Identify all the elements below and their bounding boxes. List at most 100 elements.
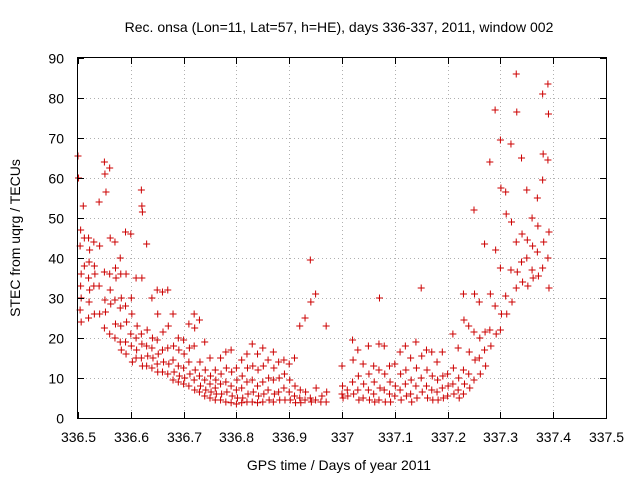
data-point (386, 390, 394, 398)
data-point (407, 376, 415, 384)
data-point (465, 348, 473, 356)
data-point (375, 396, 383, 404)
data-point (175, 346, 183, 354)
data-point (218, 390, 226, 398)
data-point (227, 346, 235, 354)
y-tick-label: 80 (48, 91, 64, 107)
data-point (291, 382, 299, 390)
data-point (386, 378, 394, 386)
data-point (523, 186, 531, 194)
data-point (318, 392, 326, 400)
data-point (106, 164, 114, 172)
data-point (529, 274, 537, 282)
data-point (465, 370, 473, 378)
data-point (185, 344, 193, 352)
data-point (545, 284, 553, 292)
x-tick-label: 337.5 (589, 429, 624, 445)
data-point (96, 310, 104, 318)
x-tick-label: 337.1 (378, 429, 413, 445)
data-point (196, 382, 204, 390)
data-point (117, 346, 125, 354)
data-point (285, 388, 293, 396)
data-point (149, 354, 157, 362)
data-point (407, 354, 415, 362)
data-point (122, 270, 130, 278)
data-point (164, 370, 172, 378)
data-point (201, 338, 209, 346)
data-point (376, 384, 384, 392)
data-point (349, 378, 357, 386)
data-point (116, 254, 124, 262)
data-point (169, 310, 177, 318)
data-point (365, 396, 373, 404)
data-point (338, 390, 346, 398)
data-point (539, 90, 547, 98)
data-point (137, 186, 145, 194)
data-point (396, 386, 404, 394)
data-point (354, 346, 362, 354)
data-point (349, 336, 357, 344)
data-point (481, 328, 489, 336)
data-point (434, 396, 442, 404)
data-point (254, 366, 262, 374)
data-point (339, 394, 347, 402)
data-point (486, 158, 494, 166)
data-point (275, 388, 283, 396)
y-tick-label: 60 (48, 171, 64, 187)
data-point (175, 372, 183, 380)
data-point (380, 386, 388, 394)
data-point (260, 390, 268, 398)
data-point (249, 388, 257, 396)
data-point (470, 206, 478, 214)
data-point (518, 230, 526, 238)
data-point (232, 400, 240, 408)
data-point (191, 386, 199, 394)
data-point (85, 258, 93, 266)
data-point (190, 342, 198, 350)
data-point (359, 394, 367, 402)
data-point (154, 350, 162, 358)
data-point (116, 304, 124, 312)
data-point (322, 398, 330, 406)
data-point (185, 320, 193, 328)
data-point (455, 394, 463, 402)
data-point (503, 310, 511, 318)
data-point (85, 234, 93, 242)
data-point (471, 290, 479, 298)
data-point (375, 294, 383, 302)
data-point (254, 399, 262, 407)
data-point (127, 230, 135, 238)
data-point (102, 188, 110, 196)
data-point (370, 390, 378, 398)
data-point (201, 376, 209, 384)
data-point (496, 264, 504, 272)
data-point (238, 384, 246, 392)
data-point (77, 226, 85, 234)
data-point (269, 398, 277, 406)
data-point (95, 198, 103, 206)
data-point (86, 286, 94, 294)
data-point (195, 372, 203, 380)
data-point (444, 370, 452, 378)
data-points (74, 70, 553, 408)
data-point (111, 296, 119, 304)
data-point (206, 380, 214, 388)
data-point (238, 372, 246, 380)
data-point (269, 348, 277, 356)
data-point (85, 298, 93, 306)
data-point (112, 274, 120, 282)
data-point (217, 380, 225, 388)
data-point (545, 228, 553, 236)
data-point (306, 256, 314, 264)
data-point (174, 334, 182, 342)
data-point (460, 380, 468, 388)
data-point (433, 388, 441, 396)
data-point (418, 388, 426, 396)
data-point (417, 374, 425, 382)
x-tick-label: 337.3 (483, 429, 518, 445)
data-point (159, 328, 167, 336)
x-tick-label: 336.7 (167, 429, 202, 445)
data-point (491, 302, 499, 310)
data-point (301, 314, 309, 322)
data-point (496, 136, 504, 144)
